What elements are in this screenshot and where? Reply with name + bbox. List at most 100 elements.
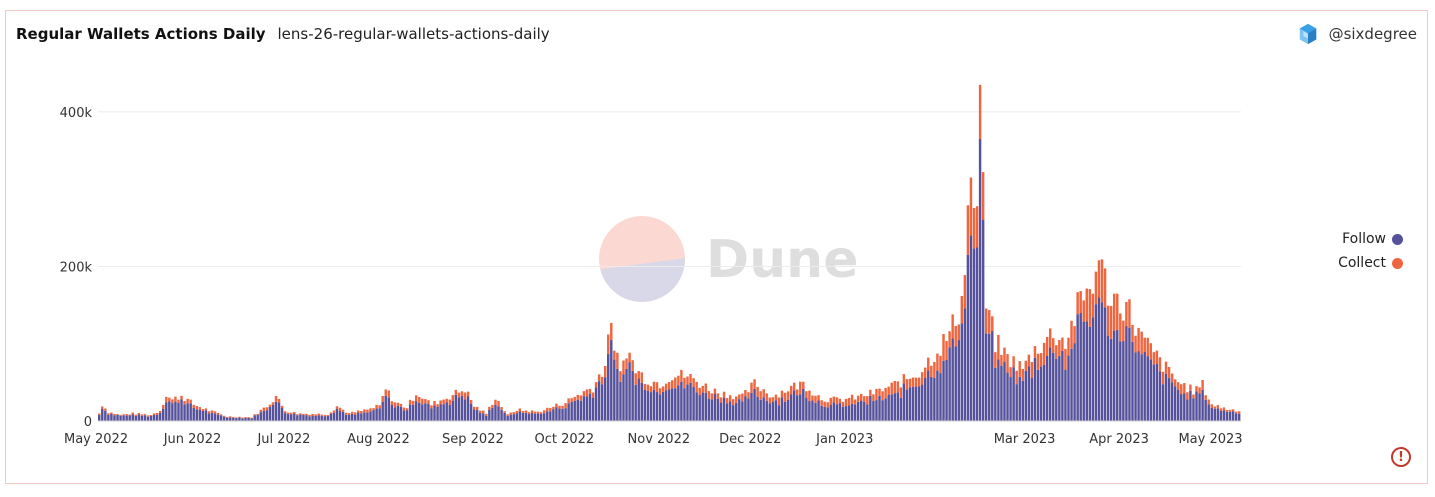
bar-follow[interactable]: [460, 395, 464, 421]
bar-collect[interactable]: [655, 382, 659, 393]
bar-follow[interactable]: [552, 409, 555, 421]
bar-follow[interactable]: [853, 404, 857, 421]
bar-follow[interactable]: [158, 412, 162, 421]
legend-item-collect[interactable]: Collect: [1338, 251, 1403, 275]
bar-follow[interactable]: [981, 220, 985, 421]
bar-follow[interactable]: [308, 416, 311, 421]
bar-collect[interactable]: [128, 414, 131, 416]
bar-follow[interactable]: [366, 412, 369, 421]
bar-follow[interactable]: [847, 405, 851, 421]
bar-collect[interactable]: [954, 325, 957, 347]
bar-collect[interactable]: [984, 308, 988, 334]
bar-collect[interactable]: [829, 397, 832, 405]
bar-collect[interactable]: [777, 397, 781, 406]
bar-follow[interactable]: [189, 403, 192, 421]
bar-collect[interactable]: [686, 376, 689, 385]
bar-collect[interactable]: [256, 413, 259, 416]
bar-collect[interactable]: [1204, 395, 1207, 400]
bar-collect[interactable]: [930, 365, 933, 377]
bar-follow[interactable]: [299, 414, 302, 421]
bar-follow[interactable]: [984, 333, 988, 421]
bar-follow[interactable]: [674, 388, 677, 421]
bar-collect[interactable]: [1189, 384, 1192, 391]
bar-follow[interactable]: [521, 412, 525, 421]
bar-collect[interactable]: [1228, 409, 1232, 412]
bar-follow[interactable]: [1198, 393, 1201, 421]
bar-collect[interactable]: [628, 352, 631, 363]
bar-collect[interactable]: [841, 401, 845, 407]
bar-collect[interactable]: [475, 406, 479, 410]
bar-follow[interactable]: [113, 415, 116, 421]
bar-follow[interactable]: [421, 404, 424, 422]
bar-follow[interactable]: [856, 401, 860, 421]
bar-collect[interactable]: [536, 411, 540, 414]
bar-follow[interactable]: [863, 401, 866, 421]
bar-follow[interactable]: [1094, 304, 1098, 421]
bar-follow[interactable]: [418, 402, 421, 421]
bar-follow[interactable]: [491, 407, 494, 421]
bar-follow[interactable]: [1155, 364, 1159, 421]
bar-collect[interactable]: [924, 367, 927, 378]
bar-collect[interactable]: [890, 382, 893, 395]
bar-collect[interactable]: [1143, 337, 1146, 352]
bar-follow[interactable]: [457, 397, 461, 421]
bar-collect[interactable]: [503, 411, 506, 413]
bar-follow[interactable]: [1225, 411, 1229, 421]
bar-collect[interactable]: [162, 405, 165, 409]
bar-follow[interactable]: [817, 400, 820, 421]
bar-collect[interactable]: [290, 412, 293, 415]
bar-follow[interactable]: [997, 359, 1000, 421]
bar-follow[interactable]: [436, 407, 439, 421]
bar-collect[interactable]: [491, 404, 494, 408]
bar-collect[interactable]: [268, 404, 272, 407]
bar-follow[interactable]: [101, 408, 104, 421]
bar-follow[interactable]: [613, 359, 616, 421]
bar-follow[interactable]: [884, 398, 887, 421]
bar-collect[interactable]: [219, 414, 223, 416]
bar-follow[interactable]: [1234, 413, 1238, 421]
bar-collect[interactable]: [299, 413, 302, 415]
bar-follow[interactable]: [558, 408, 561, 421]
bar-collect[interactable]: [920, 372, 924, 385]
bar-collect[interactable]: [271, 402, 275, 405]
bar-follow[interactable]: [823, 406, 826, 421]
bar-follow[interactable]: [771, 401, 775, 421]
bar-collect[interactable]: [853, 399, 857, 405]
bar-follow[interactable]: [286, 414, 290, 421]
bar-collect[interactable]: [384, 389, 387, 396]
bar-collect[interactable]: [838, 398, 842, 404]
bar-follow[interactable]: [872, 400, 875, 421]
bar-follow[interactable]: [469, 403, 473, 421]
bar-collect[interactable]: [1137, 327, 1140, 352]
bar-collect[interactable]: [1094, 271, 1098, 305]
bar-follow[interactable]: [543, 413, 546, 421]
bar-collect[interactable]: [165, 396, 168, 403]
bar-follow[interactable]: [259, 412, 262, 421]
bar-collect[interactable]: [198, 407, 202, 410]
bar-collect[interactable]: [1109, 305, 1113, 339]
bar-collect[interactable]: [296, 414, 299, 416]
bar-follow[interactable]: [765, 400, 768, 421]
bar-follow[interactable]: [375, 408, 378, 421]
bar-follow[interactable]: [1192, 398, 1195, 421]
bar-collect[interactable]: [1088, 289, 1092, 327]
bar-follow[interactable]: [710, 399, 714, 421]
bar-collect[interactable]: [98, 413, 101, 415]
bar-collect[interactable]: [738, 394, 741, 400]
bar-follow[interactable]: [603, 377, 607, 421]
bar-collect[interactable]: [1009, 367, 1012, 378]
bar-collect[interactable]: [1173, 379, 1177, 387]
bar-follow[interactable]: [991, 331, 994, 421]
bar-follow[interactable]: [204, 410, 208, 421]
bar-collect[interactable]: [1192, 394, 1195, 399]
bar-follow[interactable]: [677, 385, 680, 421]
bar-follow[interactable]: [329, 413, 333, 421]
bar-collect[interactable]: [725, 398, 729, 404]
bar-follow[interactable]: [1009, 377, 1012, 421]
bar-follow[interactable]: [1006, 372, 1009, 421]
bar-collect[interactable]: [680, 369, 683, 382]
bar-collect[interactable]: [1079, 291, 1082, 314]
bar-collect[interactable]: [533, 411, 537, 414]
bar-collect[interactable]: [1036, 353, 1040, 370]
bar-follow[interactable]: [747, 398, 750, 421]
